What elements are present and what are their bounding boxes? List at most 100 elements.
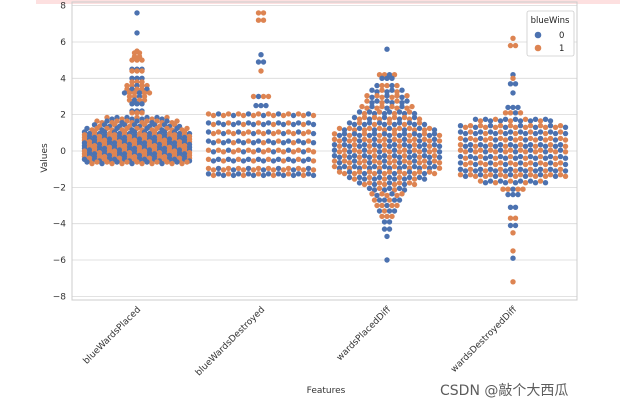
swarm-point — [522, 124, 529, 130]
swarm-point — [139, 101, 145, 107]
swarm-point — [250, 112, 257, 119]
swarm-point — [366, 165, 373, 171]
swarm-point — [381, 163, 388, 170]
swarm-point — [265, 156, 272, 162]
swarm-point — [121, 90, 128, 96]
legend-label-1: 1 — [559, 44, 564, 54]
swarm-point — [290, 158, 297, 164]
swarm-point — [371, 158, 378, 164]
swarm-point — [482, 130, 489, 137]
swarm-point — [482, 137, 489, 143]
swarm-point — [396, 165, 403, 171]
swarm-point — [310, 149, 317, 155]
swarm-point — [270, 140, 277, 146]
swarm-point — [426, 165, 433, 171]
swarm-point — [310, 130, 317, 137]
swarm-point — [255, 59, 262, 65]
swarm-point — [562, 168, 569, 174]
swarm-point — [245, 129, 252, 135]
swarm-point — [527, 160, 534, 166]
swarm-point — [394, 192, 400, 199]
swarm-point — [336, 125, 343, 132]
swarm-point — [436, 132, 443, 139]
swarm-point — [134, 30, 140, 36]
swarm-point — [275, 165, 282, 172]
swarm-point — [366, 138, 373, 144]
swarm-point — [240, 130, 247, 137]
swarm-point — [260, 59, 267, 65]
swarm-point — [467, 123, 474, 129]
swarm-point — [381, 181, 388, 188]
swarm-point — [542, 116, 549, 123]
swarm-point — [404, 105, 410, 111]
swarm-point — [331, 153, 338, 159]
swarm-point — [374, 105, 380, 111]
swarm-point — [467, 129, 474, 135]
swarm-point — [210, 112, 217, 119]
swarm-point — [280, 130, 287, 137]
swarm-point — [394, 98, 400, 104]
swarm-point — [369, 191, 375, 197]
swarm-point — [351, 163, 358, 170]
swarm-point — [396, 143, 403, 149]
swarm-point — [275, 129, 282, 135]
swarm-point — [457, 129, 464, 135]
swarm-point — [265, 138, 272, 144]
swarm-point — [492, 124, 499, 130]
swarm-point — [537, 135, 544, 142]
swarm-point — [384, 257, 390, 263]
swarm-point — [421, 131, 428, 137]
swarm-point — [230, 130, 237, 137]
swarm-point — [384, 82, 390, 89]
swarm-point — [389, 87, 395, 93]
swarm-point — [512, 149, 519, 155]
swarm-point — [497, 166, 504, 172]
x-tick-labels: blueWardsPlaced blueWardsDestroyed wardsPl… — [82, 304, 520, 378]
swarm-point — [562, 143, 569, 149]
swarm-point — [411, 127, 418, 133]
swarm-point — [477, 129, 484, 135]
swarm-point — [384, 89, 390, 95]
swarm-point — [376, 160, 383, 166]
swarm-point — [381, 197, 388, 203]
y-tick-label: 8 — [60, 2, 66, 12]
swarm-point — [386, 197, 393, 203]
swarm-point — [391, 136, 398, 142]
swarm-point — [290, 172, 297, 179]
swarm-point — [374, 202, 380, 209]
swarm-point — [260, 10, 267, 16]
swarm-point — [542, 124, 549, 130]
swarm-point — [379, 94, 385, 101]
swarm-point — [215, 165, 222, 172]
swarm-point — [497, 129, 504, 135]
swarm-point — [487, 160, 494, 166]
swarm-point — [290, 121, 297, 128]
swarm-point — [517, 142, 524, 148]
swarm-point — [381, 226, 388, 232]
swarm-point — [472, 116, 479, 123]
swarm-point — [512, 143, 519, 149]
swarm-point — [492, 149, 499, 155]
swarm-point — [379, 100, 385, 106]
swarm-point — [371, 136, 378, 142]
swarm-point — [341, 170, 348, 177]
swarm-point — [517, 110, 524, 116]
swarm-point — [295, 171, 302, 177]
swarm-point — [240, 158, 247, 164]
swarm-point — [562, 130, 569, 137]
swarm-point — [235, 171, 242, 177]
swarm-point — [384, 75, 390, 82]
swarm-point — [134, 110, 140, 116]
swarm-point — [285, 147, 292, 153]
swarm-point — [336, 143, 343, 149]
swarm-point — [401, 147, 408, 153]
swarm-point — [346, 138, 353, 144]
swarm-point — [260, 17, 267, 23]
swarm-point — [356, 174, 363, 181]
swarm-point — [431, 163, 438, 170]
swarm-point — [562, 149, 569, 155]
swarm-point — [371, 110, 378, 117]
swarm-point — [396, 132, 403, 139]
swarm-point — [507, 110, 514, 116]
swarm-point — [426, 160, 433, 166]
